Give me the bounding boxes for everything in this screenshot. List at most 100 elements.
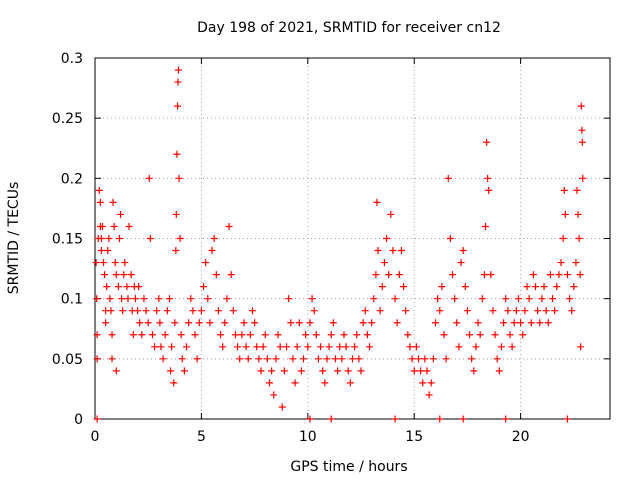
data-point [306, 415, 314, 423]
grid-layer [95, 58, 610, 419]
y-tick-label: 0.3 [61, 51, 83, 67]
data-point [431, 319, 439, 327]
data-point [351, 343, 359, 351]
data-point [568, 307, 576, 315]
data-point [202, 259, 210, 267]
data-point [472, 343, 480, 351]
data-point [107, 307, 115, 315]
data-point [180, 367, 188, 375]
data-point [270, 391, 278, 399]
data-point [560, 186, 568, 194]
data-point [229, 307, 237, 315]
data-point [280, 367, 288, 375]
data-point [578, 138, 586, 146]
data-point [400, 283, 408, 291]
data-point [183, 343, 191, 351]
data-point [349, 355, 356, 363]
y-tick-label: 0.1 [61, 292, 83, 308]
data-point [278, 403, 286, 411]
data-point [97, 235, 105, 242]
data-point [300, 355, 308, 363]
data-point [257, 367, 265, 375]
x-tick-label: 20 [512, 429, 530, 445]
data-point [579, 174, 587, 182]
data-point [156, 319, 164, 327]
data-point [373, 198, 381, 206]
data-point [419, 379, 427, 387]
data-point [102, 319, 110, 327]
data-point [563, 271, 571, 279]
data-point [159, 355, 167, 363]
data-point [500, 319, 508, 327]
data-point [380, 259, 388, 267]
data-point [497, 343, 505, 351]
data-point [104, 247, 112, 255]
x-axis-title: GPS time / hours [290, 459, 407, 475]
data-point [93, 295, 101, 303]
data-point [208, 247, 216, 255]
data-point [502, 415, 510, 423]
data-point [173, 150, 181, 158]
data-point [551, 307, 559, 315]
data-point [291, 379, 299, 387]
data-point [304, 343, 312, 351]
data-point [110, 222, 118, 230]
data-point [172, 247, 180, 255]
data-point [175, 174, 183, 182]
data-point [261, 331, 269, 339]
y-tick-label: 0.2 [61, 171, 83, 187]
data-point [96, 198, 104, 206]
y-tick-label: 0.05 [52, 352, 83, 368]
data-point [302, 331, 310, 339]
data-point [134, 307, 142, 315]
data-point [112, 271, 120, 279]
x-tick-label: 10 [299, 429, 317, 445]
data-point [323, 355, 331, 363]
data-point [259, 343, 267, 351]
data-point [161, 331, 169, 339]
data-point [573, 186, 581, 194]
data-point [168, 343, 176, 351]
data-point [368, 319, 376, 327]
data-point [297, 367, 305, 375]
data-point [353, 331, 361, 339]
data-point [225, 222, 233, 230]
data-point [484, 174, 492, 182]
data-point [157, 343, 165, 351]
data-point [482, 222, 490, 230]
data-point [406, 343, 414, 351]
data-point [417, 367, 425, 375]
data-point [146, 235, 154, 242]
data-point [119, 307, 127, 315]
data-point [193, 355, 201, 363]
data-point [187, 295, 195, 303]
data-point [553, 283, 561, 291]
data-point [117, 210, 125, 218]
data-point [144, 319, 152, 327]
data-point [106, 295, 114, 303]
data-point [523, 283, 531, 291]
data-point [204, 295, 212, 303]
data-point [165, 295, 173, 303]
data-point [457, 259, 465, 267]
data-point [124, 295, 132, 303]
data-point [287, 319, 295, 327]
data-point [153, 307, 161, 315]
data-point [572, 259, 580, 267]
data-point [342, 343, 350, 351]
data-point [308, 295, 316, 303]
data-point [112, 367, 120, 375]
data-point [174, 102, 182, 110]
data-point [329, 319, 337, 327]
data-point [238, 331, 246, 339]
data-point [387, 210, 395, 218]
data-point [459, 415, 467, 423]
data-point [455, 343, 463, 351]
data-point [274, 331, 282, 339]
data-point [114, 283, 122, 291]
data-point [319, 367, 327, 375]
data-point [234, 343, 242, 351]
data-point [125, 222, 133, 230]
data-point [425, 391, 433, 399]
data-point [242, 343, 250, 351]
